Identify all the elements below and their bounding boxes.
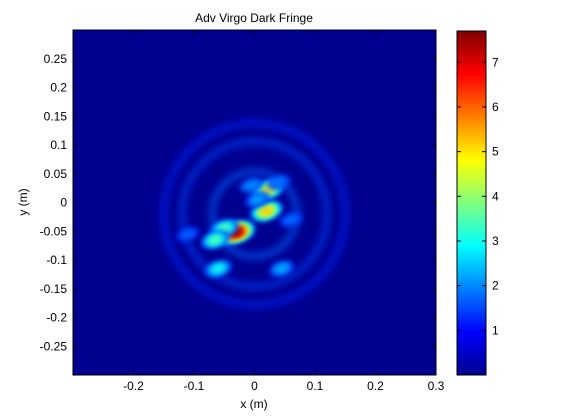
colorbar-tick-label: 4 <box>492 189 499 203</box>
colorbar-tick-label: 5 <box>492 145 499 159</box>
x-tick-label: -0.1 <box>184 379 205 393</box>
y-tick-label: -0.05 <box>40 224 68 238</box>
x-axis-label: x (m) <box>240 397 267 411</box>
intensity-contour <box>274 264 289 273</box>
y-tick-label: -0.2 <box>46 311 67 325</box>
x-tick-label: -0.2 <box>123 379 144 393</box>
y-tick-label: -0.25 <box>40 339 68 353</box>
y-tick-label: 0.25 <box>44 52 68 66</box>
plot-area: -0.2 -0.1 0 0.1 0.2 0.3 0.250.20.150.10.050-0… <box>40 29 445 393</box>
colorbar-tick-label: 1 <box>492 323 499 337</box>
intensity-peak <box>266 175 291 190</box>
x-tick-label: 0.3 <box>428 379 445 393</box>
intensity-peak <box>176 226 200 242</box>
chart-title: Adv Virgo Dark Fringe <box>195 11 313 25</box>
intensity-peak <box>204 260 232 277</box>
intensity-contour <box>243 180 260 191</box>
diffraction-ring <box>161 120 348 308</box>
intensity-peak <box>245 191 270 208</box>
y-tick-label: 0.2 <box>50 81 67 95</box>
intensity-peak <box>279 212 303 227</box>
intensity-peak <box>200 231 230 249</box>
intensity-contour <box>209 235 222 244</box>
intensity-contour <box>211 264 225 273</box>
diffraction-ring <box>179 138 330 290</box>
y-tick-label: 0.05 <box>44 167 68 181</box>
intensity-contour <box>180 229 196 240</box>
ring-layer <box>161 120 348 308</box>
intensity-contour <box>250 195 265 204</box>
colorbar-ticks: 1 2 3 4 5 6 7 <box>457 55 499 337</box>
x-tick-label: 0.1 <box>307 379 324 393</box>
intensity-contour <box>270 177 287 188</box>
x-axis: -0.2 -0.1 0 0.1 0.2 0.3 <box>123 30 445 393</box>
heatmap-layer <box>176 175 303 277</box>
intensity-contour <box>283 214 299 225</box>
x-tick-label: 0.2 <box>367 379 384 393</box>
colorbar-tick-label: 3 <box>492 234 499 248</box>
intensity-peak <box>239 177 264 193</box>
y-axis: 0.25 0.2 0.15 0.1 0.05 0 -0.05 -0.1 -0.15 -0.2 -0.… <box>40 52 436 353</box>
y-tick-label: 0 <box>60 196 67 210</box>
y-tick-label: 0.15 <box>44 109 68 123</box>
y-tick-label: -0.1 <box>46 253 67 267</box>
colorbar-tick-label: 6 <box>492 100 499 114</box>
intensity-contour <box>218 224 231 233</box>
colorbar-tick-label: 7 <box>492 55 499 69</box>
colorbar-tick-label: 2 <box>492 279 499 293</box>
y-tick-label: -0.15 <box>40 282 68 296</box>
intensity-peak <box>269 260 295 277</box>
y-tick-label: 0.1 <box>50 138 67 152</box>
x-tick-label: 0 <box>251 379 258 393</box>
colorbar-gradient <box>456 30 487 376</box>
intensity-contour <box>260 207 273 215</box>
y-axis-label: y (m) <box>16 188 30 215</box>
colorbar: 1 2 3 4 5 6 7 <box>456 30 499 376</box>
